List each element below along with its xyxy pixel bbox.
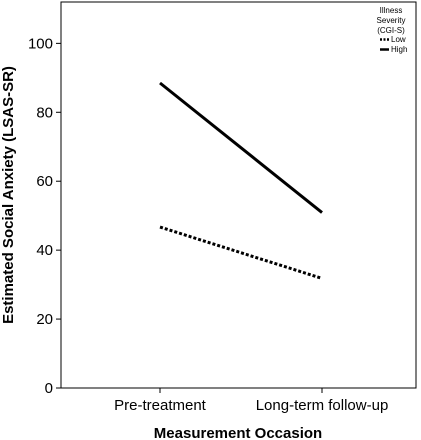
x-axis-title: Measurement Occasion — [154, 425, 322, 440]
y-tick-label: 40 — [36, 242, 53, 259]
plot-frame — [60, 1, 417, 389]
series-line-high — [159, 81, 323, 214]
y-tick-label: 80 — [36, 104, 53, 121]
x-tick-label: Long-term follow-up — [256, 397, 389, 414]
series-layer — [159, 81, 323, 280]
plot-area-border — [60, 1, 417, 389]
legend-label-low: Low — [391, 35, 406, 44]
x-tick-label: Pre-treatment — [114, 397, 207, 414]
y-tick-label: 20 — [36, 311, 53, 328]
legend-label-high: High — [391, 45, 407, 54]
y-tick-label: 60 — [36, 173, 53, 190]
x-axis: Pre-treatment Long-term follow-up — [114, 388, 388, 414]
y-axis: 0 20 40 60 80 100 — [28, 35, 61, 397]
y-tick-label: 0 — [45, 380, 53, 397]
series-line-low — [159, 225, 323, 280]
y-tick-label: 100 — [28, 35, 53, 52]
y-axis-title: Estimated Social Anxiety (LSAS-SR) — [0, 66, 17, 324]
legend-title: Illness Severity (CGI-S) — [377, 6, 406, 35]
